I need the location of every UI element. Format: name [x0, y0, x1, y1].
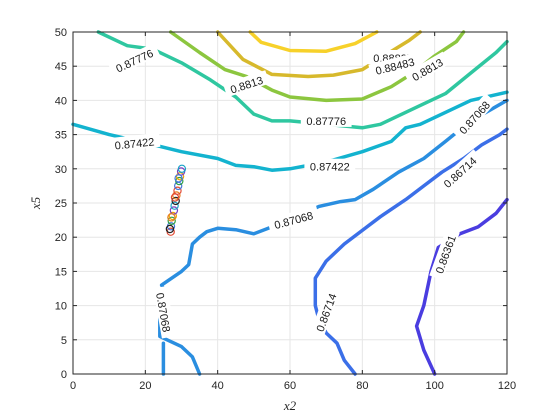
contour-label-group: 0.87422	[108, 132, 161, 153]
x-tick-label: 0	[70, 380, 76, 392]
contour-label-bg	[304, 158, 356, 173]
y-tick-label: 45	[55, 61, 67, 73]
y-tick-label: 20	[55, 232, 67, 244]
y-tick-label: 30	[55, 164, 67, 176]
contour-label-bg	[153, 285, 176, 339]
x-axis-label: x2	[283, 398, 297, 413]
axes-layer: 0 20 40 60 80 100 120 0 5 10 15 20 25 30 35 40 45 50	[55, 27, 516, 392]
y-tick-label: 25	[55, 198, 67, 210]
scatter-point	[174, 174, 183, 183]
scatter-point	[167, 216, 176, 225]
y-tick-label: 15	[55, 266, 67, 278]
contour-line-0.88837	[248, 30, 379, 53]
contour-line-0.87776	[96, 30, 509, 130]
contour-label: 0.87776	[306, 116, 346, 128]
x-tick-label: 20	[139, 380, 151, 392]
y-tick-label: 40	[55, 95, 67, 107]
scatter-layer	[165, 164, 187, 236]
scatter-point	[167, 213, 176, 222]
scatter-point	[170, 193, 180, 202]
contour-label: 0.87422	[310, 162, 350, 174]
contour-label-bg	[368, 52, 421, 79]
contour-label-group: 0.87776	[300, 112, 352, 128]
scatter-point	[175, 172, 185, 181]
scatter-point	[168, 211, 177, 221]
y-tick-label: 5	[61, 335, 67, 347]
x-tick-label: 100	[425, 380, 443, 392]
contour-line-0.87422	[71, 90, 509, 172]
contour-line-0.86361	[414, 197, 509, 376]
contour-label-bg	[451, 93, 496, 141]
x-tick-label: 120	[498, 380, 516, 392]
x-tick-label: 80	[356, 380, 368, 392]
scatter-point	[172, 191, 181, 200]
y-tick-label: 50	[55, 27, 67, 39]
scatter-point	[165, 224, 175, 234]
contour-label-bg	[266, 205, 320, 233]
contour-label-bg	[108, 132, 161, 153]
scatter-point	[177, 164, 187, 173]
contour-label: 0.87422	[114, 136, 155, 152]
contour-label-bg	[435, 149, 483, 194]
contour-line-0.88483	[215, 30, 422, 79]
scatter-point	[170, 201, 179, 210]
y-axis-label: x5	[28, 196, 43, 210]
contour-label-bg	[429, 227, 460, 281]
contour-line-0.8813	[168, 30, 466, 103]
contour-label-bg	[404, 51, 450, 86]
x-tick-label: 40	[212, 380, 224, 392]
contour-label-group: 0.87422	[304, 158, 356, 174]
x-tick-label: 60	[284, 380, 296, 392]
y-tick-label: 10	[55, 301, 67, 313]
contour-label-bg	[300, 112, 352, 127]
scatter-point	[171, 196, 180, 206]
y-tick-label: 0	[61, 369, 67, 381]
contour-label-bg	[108, 42, 161, 77]
contour-label-bg	[223, 70, 270, 98]
contour-label-bg	[309, 285, 341, 339]
y-tick-label: 35	[55, 130, 67, 142]
